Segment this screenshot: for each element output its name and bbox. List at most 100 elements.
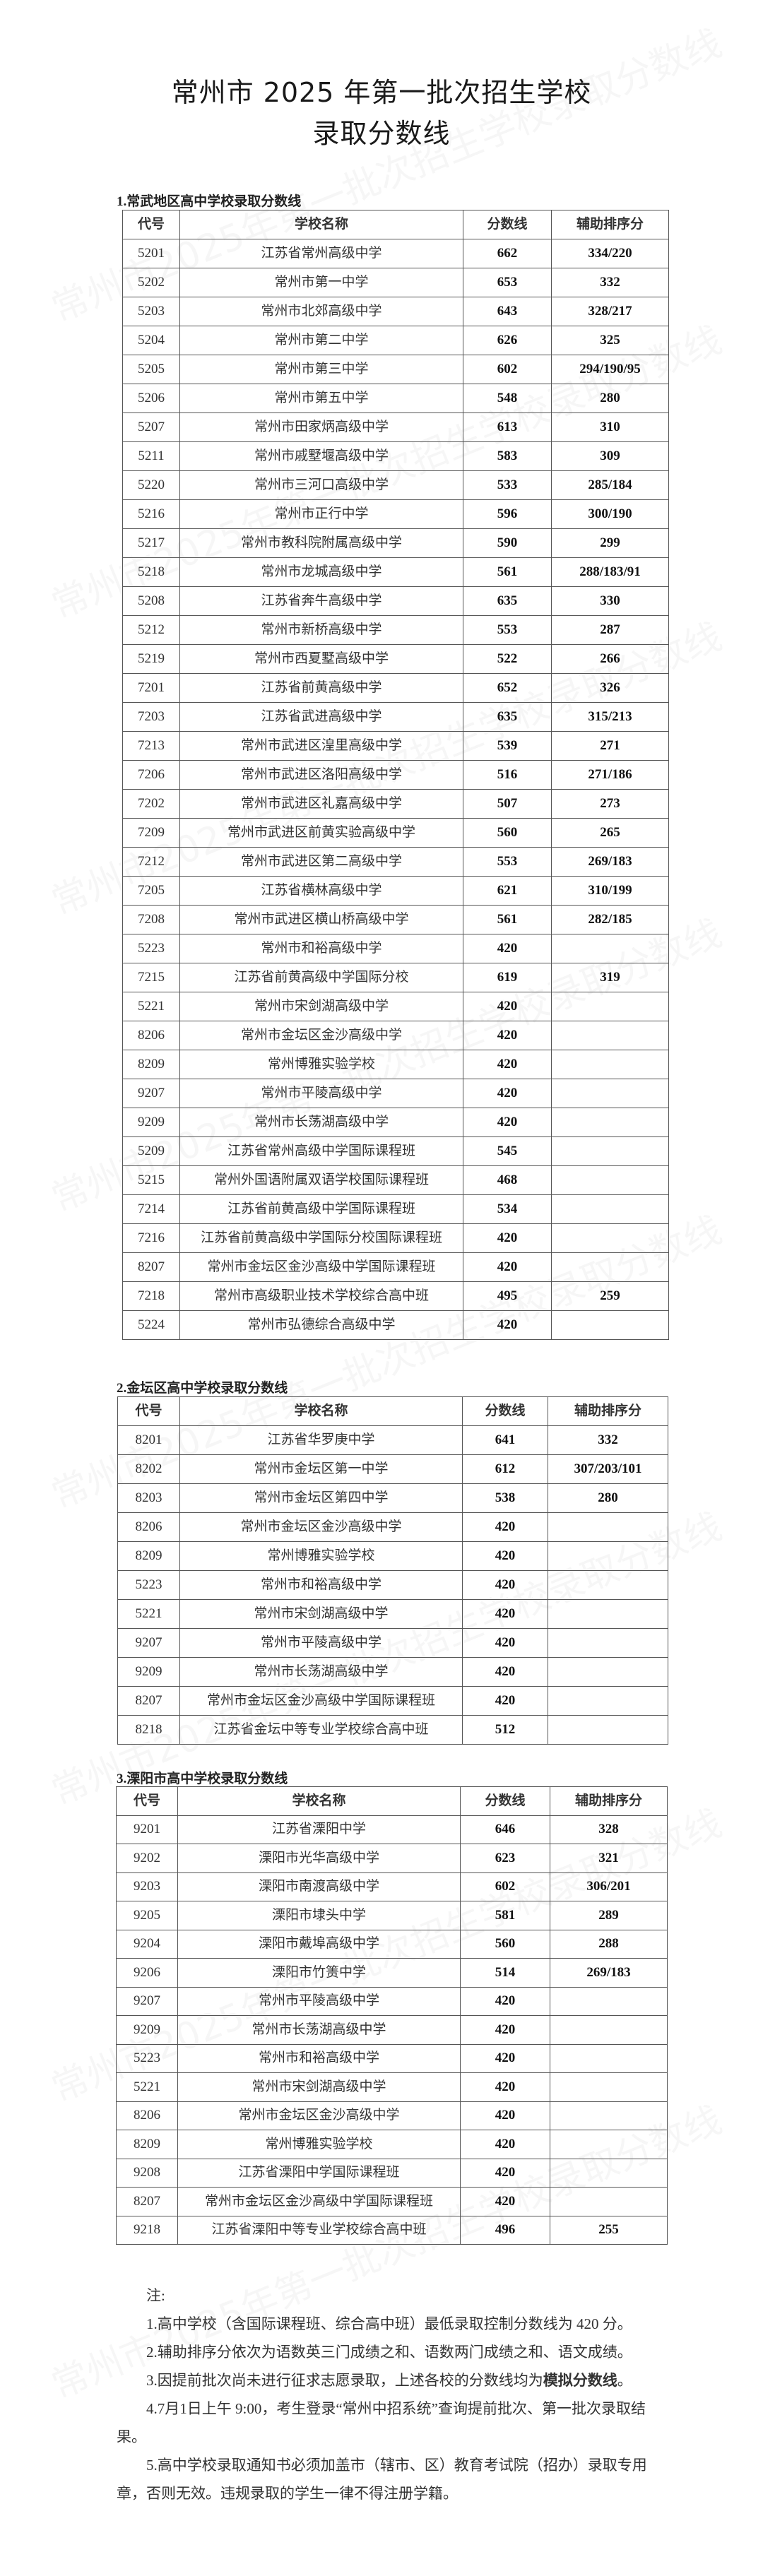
- aux-sort-score: [551, 1050, 669, 1079]
- aux-sort-score: 332: [551, 268, 669, 297]
- school-name: 江苏省常州高级中学国际课程班: [179, 1136, 463, 1166]
- school-code: 8206: [122, 1021, 180, 1050]
- cutoff-score: 420: [462, 1599, 548, 1629]
- table-header-row: 代号 学校名称 分数线 辅助排序分: [122, 210, 669, 239]
- school-name: 常州市宋剑湖高级中学: [179, 1599, 463, 1629]
- school-code: 5205: [122, 355, 180, 384]
- aux-sort-score: [551, 1079, 669, 1108]
- school-name: 常州市教科院附属高级中学: [179, 528, 463, 558]
- table-row: 5203 常州市北郊高级中学 643 328/217: [122, 297, 669, 326]
- cutoff-score: 583: [463, 441, 552, 471]
- school-code: 8202: [117, 1454, 180, 1484]
- table-row: 5218 常州市龙城高级中学 561 288/183/91: [122, 557, 669, 587]
- school-code: 7216: [122, 1223, 180, 1253]
- table-row: 5220 常州市三河口高级中学 533 285/184: [122, 470, 669, 500]
- cutoff-score: 612: [462, 1454, 548, 1484]
- cutoff-score: 538: [462, 1483, 548, 1513]
- school-code: 5223: [122, 934, 180, 963]
- school-name: 常州博雅实验学校: [179, 1541, 463, 1571]
- cutoff-score: 420: [462, 1512, 548, 1542]
- school-name: 常州市金坛区金沙高级中学国际课程班: [179, 1252, 463, 1282]
- school-name: 常州市武进区前黄实验高级中学: [179, 818, 463, 848]
- cutoff-score: 621: [463, 876, 552, 906]
- table-row: 7215 江苏省前黄高级中学国际分校 619 319: [122, 963, 669, 992]
- table-row: 9209 常州市长荡湖高级中学 420: [117, 1657, 668, 1687]
- aux-sort-score: [551, 1136, 669, 1166]
- section-heading-jintan: 2.金坛区高中学校录取分数线: [117, 1381, 288, 1396]
- aux-sort-score: [550, 2043, 668, 2073]
- section-heading-liyang: 3.溧阳市高中学校录取分数线: [117, 1771, 288, 1786]
- cutoff-score: 420: [460, 2187, 550, 2216]
- table-row: 7218 常州市高级职业技术学校综合高中班 495 259: [122, 1281, 669, 1311]
- cutoff-score: 420: [463, 1252, 552, 1282]
- school-name: 江苏省前黄高级中学: [179, 673, 463, 703]
- cutoff-score: 420: [462, 1657, 548, 1687]
- school-name: 常州市金坛区金沙高级中学: [177, 2101, 461, 2130]
- score-table-liyang: 代号 学校名称 分数线 辅助排序分 9201 江苏省溧阳中学 646 328 9202 溧阳市光华…: [116, 1786, 668, 2245]
- table-row: 5221 常州市宋剑湖高级中学 420: [117, 1599, 668, 1629]
- table-row: 9218 江苏省溧阳中等专业学校综合高中班 496 255: [116, 2215, 668, 2245]
- cutoff-score: 635: [463, 702, 552, 732]
- table-row: 5201 江苏省常州高级中学 662 334/220: [122, 239, 669, 268]
- note-item: 3.因提前批次尚未进行征求志愿录取，上述各校的分数线均为模拟分数线。: [117, 2366, 668, 2394]
- school-code: 5223: [117, 1570, 180, 1600]
- cutoff-score: 420: [462, 1686, 548, 1716]
- section-heading-changwu: 1.常武地区高中学校录取分数线: [117, 194, 302, 209]
- table-row: 5223 常州市和裕高级中学 420: [117, 1570, 668, 1600]
- aux-sort-score: 294/190/95: [551, 355, 669, 384]
- header-aux-score: 辅助排序分: [550, 1786, 668, 1816]
- school-code: 8218: [117, 1715, 180, 1745]
- school-code: 7215: [122, 963, 180, 992]
- school-name: 常州市宋剑湖高级中学: [179, 992, 463, 1021]
- cutoff-score: 420: [463, 934, 552, 963]
- cutoff-score: 553: [463, 847, 552, 877]
- aux-sort-score: 273: [551, 789, 669, 819]
- school-name: 常州市弘德综合高级中学: [179, 1310, 463, 1340]
- aux-sort-score: [548, 1512, 668, 1542]
- aux-sort-score: [551, 1223, 669, 1253]
- school-code: 8203: [117, 1483, 180, 1513]
- aux-sort-score: 289: [550, 1901, 668, 1930]
- school-name: 常州博雅实验学校: [177, 2130, 461, 2159]
- school-code: 9204: [116, 1929, 178, 1959]
- aux-sort-score: 321: [550, 1844, 668, 1873]
- aux-sort-score: 325: [551, 326, 669, 355]
- school-name: 常州市长荡湖高级中学: [179, 1108, 463, 1137]
- school-name: 江苏省武进高级中学: [179, 702, 463, 732]
- header-school-name: 学校名称: [179, 1396, 463, 1426]
- cutoff-score: 420: [460, 2158, 550, 2188]
- school-name: 常州市金坛区第四中学: [179, 1483, 463, 1513]
- school-name: 常州市金坛区第一中学: [179, 1454, 463, 1484]
- table-row: 7203 江苏省武进高级中学 635 315/213: [122, 702, 669, 732]
- aux-sort-score: 266: [551, 644, 669, 674]
- aux-sort-score: [551, 1021, 669, 1050]
- school-code: 8207: [116, 2187, 178, 2216]
- aux-sort-score: [548, 1657, 668, 1687]
- cutoff-score: 420: [460, 2072, 550, 2102]
- school-code: 5207: [122, 412, 180, 442]
- aux-sort-score: 330: [551, 586, 669, 616]
- school-code: 7214: [122, 1194, 180, 1224]
- header-code: 代号: [122, 210, 180, 239]
- table-row: 7216 江苏省前黄高级中学国际分校国际课程班 420: [122, 1223, 669, 1253]
- school-code: 8207: [122, 1252, 180, 1282]
- aux-sort-score: 300/190: [551, 499, 669, 529]
- cutoff-score: 516: [463, 760, 552, 790]
- school-code: 9206: [116, 1958, 178, 1988]
- table-row: 5202 常州市第一中学 653 332: [122, 268, 669, 297]
- table-row: 8209 常州博雅实验学校 420: [116, 2130, 668, 2159]
- cutoff-score: 646: [460, 1815, 550, 1844]
- aux-sort-score: [551, 1165, 669, 1195]
- aux-sort-score: 285/184: [551, 470, 669, 500]
- table-header-row: 代号 学校名称 分数线 辅助排序分: [116, 1786, 668, 1816]
- school-code: 7202: [122, 789, 180, 819]
- school-code: 9209: [117, 1657, 180, 1687]
- school-name: 常州市武进区礼嘉高级中学: [179, 789, 463, 819]
- school-name: 江苏省奔牛高级中学: [179, 586, 463, 616]
- note-item-end: 。: [617, 2372, 632, 2389]
- table-row: 8203 常州市金坛区第四中学 538 280: [117, 1483, 668, 1513]
- cutoff-score: 420: [463, 1108, 552, 1137]
- header-aux-score: 辅助排序分: [548, 1396, 668, 1426]
- school-code: 5219: [122, 644, 180, 674]
- table-row: 5205 常州市第三中学 602 294/190/95: [122, 355, 669, 384]
